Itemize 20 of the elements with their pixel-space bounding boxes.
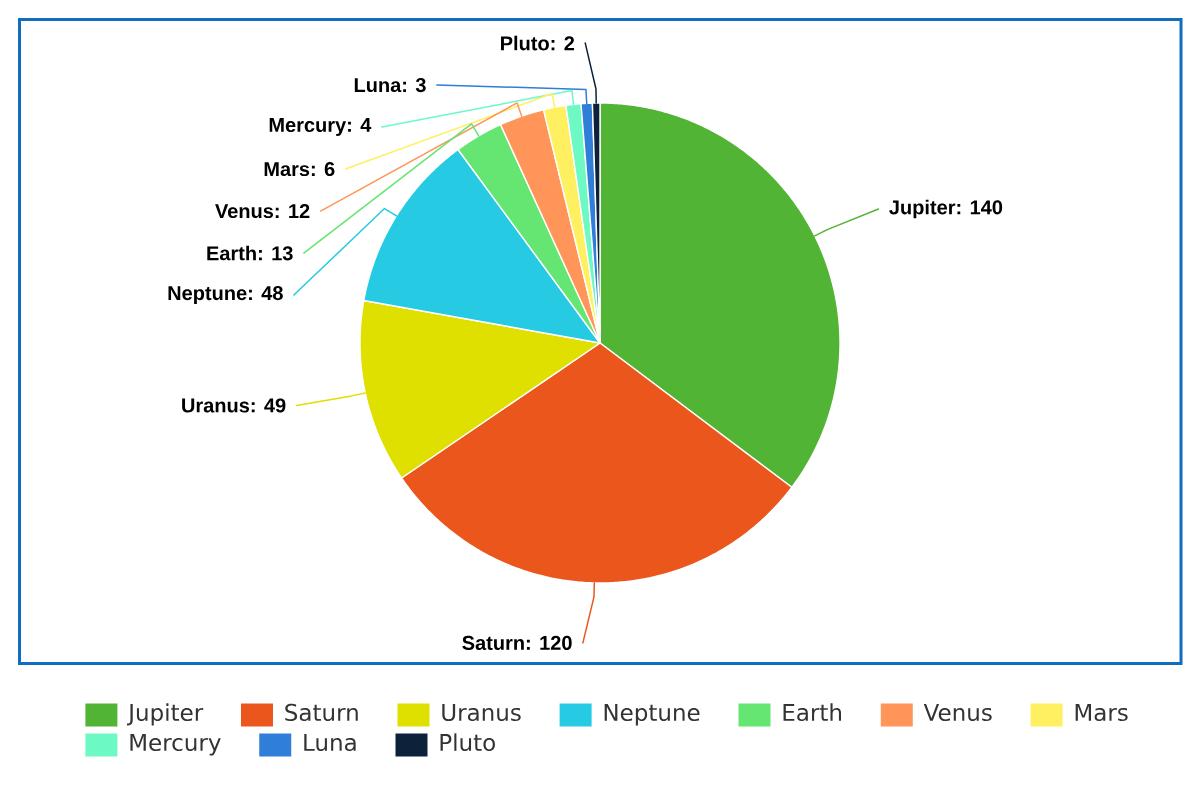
legend-label: Venus [923, 704, 992, 722]
legend-label: Earth [783, 703, 842, 722]
data-label: Pluto: 2 [501, 35, 575, 51]
data-label: Mercury: 4 [269, 118, 372, 136]
data-label: Uranus: 49 [182, 398, 286, 413]
legend-label: Mars [1075, 704, 1128, 722]
data-label: Jupiter: 140 [889, 199, 1003, 219]
legend-label: Jupiter [127, 703, 204, 726]
legend-label: Pluto [440, 733, 495, 752]
legend-label: Saturn [285, 703, 358, 722]
data-label: Earth: 13 [207, 245, 293, 261]
data-label: Luna: 3 [354, 77, 426, 93]
data-label: Neptune: 48 [168, 286, 283, 305]
legend-label: Uranus [442, 704, 521, 722]
legend-label: Luna [304, 734, 356, 752]
legend-label: Neptune [604, 704, 700, 726]
data-label: Mars: 6 [264, 161, 335, 177]
data-label: Saturn: 120 [462, 635, 572, 650]
legend-label: Mercury [130, 734, 221, 756]
data-label: Venus: 12 [215, 203, 310, 219]
